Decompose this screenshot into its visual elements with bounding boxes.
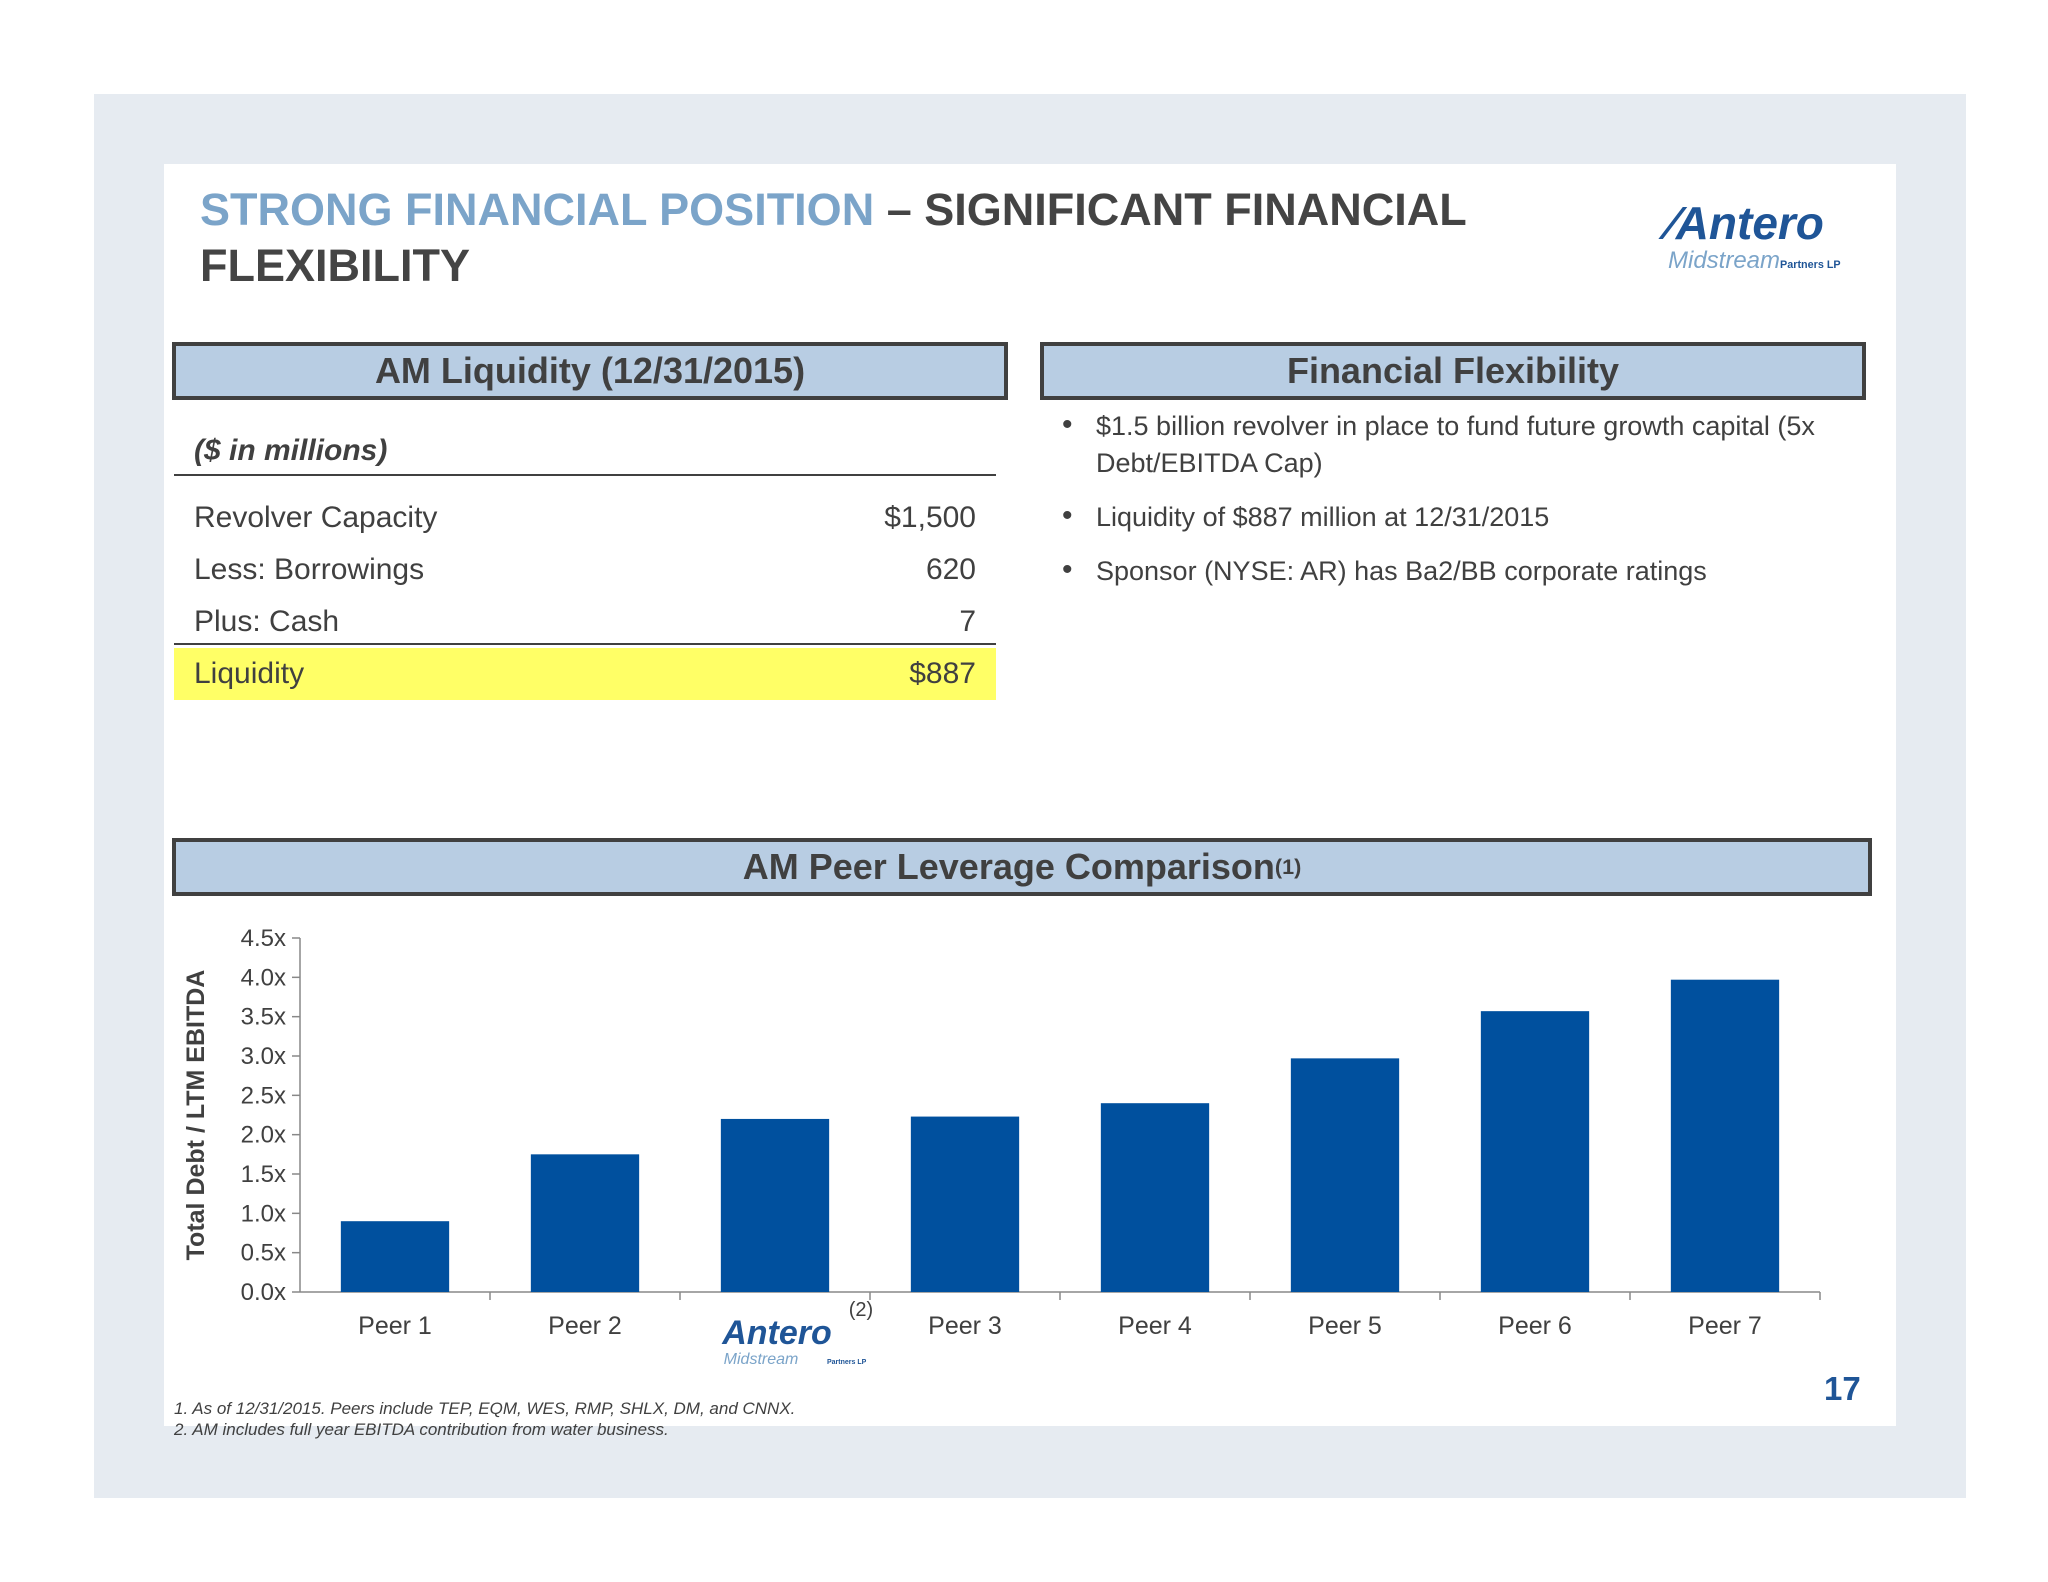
bar-peer-1 xyxy=(340,1221,450,1292)
antero-logo: ⁄Antero MidstreamPartners LP xyxy=(1668,198,1841,278)
title-rest: – SIGNIFICANT FINANCIAL FLEXIBILITY xyxy=(200,184,1466,291)
row-value: 620 xyxy=(925,553,976,586)
y-tick-label: 2.5x xyxy=(241,1082,286,1109)
y-tick-label: 2.0x xyxy=(241,1122,286,1149)
row-label: Revolver Capacity xyxy=(194,501,438,534)
bullet-item: Sponsor (NYSE: AR) has Ba2/BB corporate … xyxy=(1058,551,1838,590)
y-tick-label: 4.0x xyxy=(241,964,286,991)
bar-peer-3 xyxy=(910,1116,1020,1292)
leverage-bar-chart: 0.0x 0.5x 1.0x 1.5x 2.0x 2.5x 3.0x 3.5x 4.0x 4.5x… xyxy=(182,925,1821,1368)
y-tick-label: 0.0x xyxy=(241,1279,286,1306)
antero-logo-suffix: Partners LP xyxy=(827,1359,867,1366)
y-tick-label: 0.5x xyxy=(241,1240,286,1267)
table-row: Revolver Capacity $1,500 xyxy=(174,493,996,543)
row-label: Plus: Cash xyxy=(194,605,340,638)
row-value: $1,500 xyxy=(884,501,976,534)
bar-antero xyxy=(720,1118,830,1292)
x-tick-label: Peer 6 xyxy=(1498,1312,1572,1340)
y-tick-label: 1.5x xyxy=(241,1161,286,1188)
x-tick-label: Peer 1 xyxy=(358,1312,432,1340)
y-axis-title: Total Debt / LTM EBITDA xyxy=(182,970,210,1261)
bar-peer-7 xyxy=(1670,979,1780,1292)
antero-logo-sub: Midstream xyxy=(724,1351,799,1368)
bullet-item: Liquidity of $887 million at 12/31/2015 xyxy=(1058,497,1838,536)
footnotes: 1. As of 12/31/2015. Peers include TEP, … xyxy=(174,1398,795,1440)
peer-leverage-header: AM Peer Leverage Comparison (1) xyxy=(172,838,1872,896)
logo-sub: Midstream xyxy=(1668,247,1781,274)
table-top-rule xyxy=(174,474,996,476)
peer-header-sup: (1) xyxy=(1274,854,1302,879)
bullet-item: $1.5 billion revolver in place to fund f… xyxy=(1058,406,1838,482)
footnote-1: 1. As of 12/31/2015. Peers include TEP, … xyxy=(174,1399,796,1418)
bar-peer-4 xyxy=(1100,1103,1210,1292)
title-highlight: STRONG FINANCIAL POSITION xyxy=(200,184,875,235)
y-tick-label: 1.0x xyxy=(241,1200,286,1227)
row-label: Liquidity xyxy=(194,657,305,690)
x-tick-label: Peer 2 xyxy=(548,1312,622,1340)
liquidity-header-text: AM Liquidity (12/31/2015) xyxy=(374,350,806,391)
flexibility-bullets: $1.5 billion revolver in place to fund f… xyxy=(1058,406,1838,607)
logo-suffix: Partners LP xyxy=(1780,259,1841,271)
table-row: Plus: Cash 7 xyxy=(174,597,996,647)
liquidity-header: AM Liquidity (12/31/2015) xyxy=(172,342,1008,400)
footnote-2: 2. AM includes full year EBITDA contribu… xyxy=(174,1420,669,1439)
row-value: $887 xyxy=(909,657,976,690)
y-tick-label: 4.5x xyxy=(241,925,286,952)
x-tick-label: Peer 7 xyxy=(1688,1312,1762,1340)
x-tick-label-antero-logo: Antero xyxy=(721,1314,832,1352)
table-row: Less: Borrowings 620 xyxy=(174,545,996,595)
table-total-rule xyxy=(174,643,996,645)
units-label: ($ in millions) xyxy=(194,434,388,467)
y-tick-label: 3.5x xyxy=(241,1004,286,1031)
bar-peer-2 xyxy=(530,1154,640,1292)
x-tick-label: Peer 5 xyxy=(1308,1312,1382,1340)
flame-icon: ⁄ xyxy=(1668,197,1676,249)
peer-header-text: AM Peer Leverage Comparison xyxy=(742,846,1275,887)
liquidity-total-row: Liquidity $887 xyxy=(174,648,996,700)
logo-name: Antero xyxy=(1675,197,1824,249)
row-label: Less: Borrowings xyxy=(194,553,425,586)
x-tick-label: Peer 4 xyxy=(1118,1312,1192,1340)
antero-footnote-ref: (2) xyxy=(849,1299,873,1321)
page-number: 17 xyxy=(1824,1370,1861,1407)
flexibility-header-text: Financial Flexibility xyxy=(1286,350,1620,391)
x-tick-label: Peer 3 xyxy=(928,1312,1002,1340)
row-value: 7 xyxy=(959,605,976,638)
flexibility-header: Financial Flexibility xyxy=(1040,342,1866,400)
page-title: STRONG FINANCIAL POSITION – SIGNIFICANT … xyxy=(200,182,1600,294)
bar-peer-5 xyxy=(1290,1058,1400,1292)
bar-peer-6 xyxy=(1480,1011,1590,1292)
y-tick-label: 3.0x xyxy=(241,1043,286,1070)
